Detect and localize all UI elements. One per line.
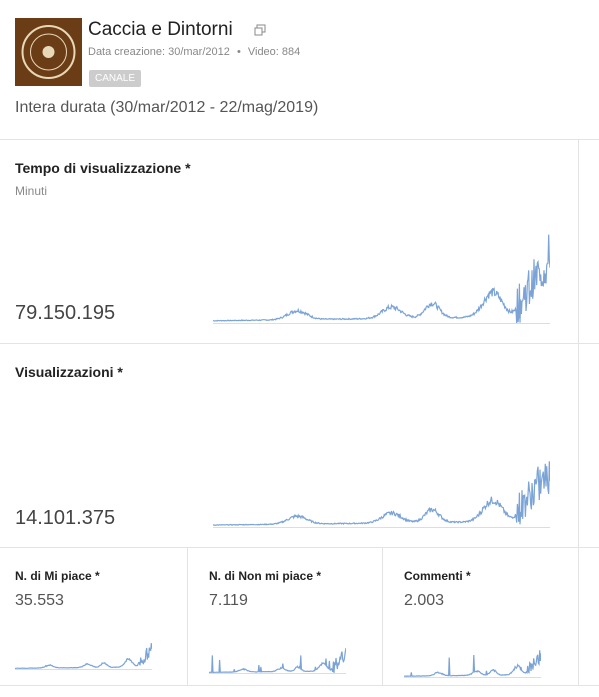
card-title[interactable]: Commenti * [404,569,471,583]
sparkline-path [213,461,550,526]
sparkline [213,461,550,528]
card-value: 35.553 [15,592,64,609]
channel-name[interactable]: Caccia e Dintorni [88,19,233,40]
card-title[interactable]: Tempo di visualizzazione * [15,160,191,176]
created-date: Data creazione: 30/mar/2012 [88,46,230,58]
card-value: 2.003 [404,592,445,609]
sparkline [209,647,346,674]
external-link-icon[interactable] [254,24,266,36]
divider [0,343,599,344]
channel-badge: CANALE [89,70,142,87]
sparkline [213,234,550,324]
sparkline-path [15,643,152,669]
divider [0,139,599,140]
sparkline-path [209,647,346,674]
sparkline [404,650,541,678]
meta: Data creazione: 30/mar/2012 • Video: 884 [88,46,300,58]
video-count: Video: 884 [247,46,301,58]
separator: • [236,46,241,58]
divider [187,547,188,685]
divider [0,547,599,548]
divider [382,547,383,685]
card-value: 7.119 [209,592,248,609]
card-title[interactable]: N. di Non mi piace * [209,569,322,583]
card-title[interactable]: N. di Mi piace * [15,569,100,583]
divider [578,139,579,685]
sparkline [15,643,152,670]
card-unit: Minuti [15,184,48,198]
sparkline-path [404,650,541,677]
channel-logo [15,18,82,86]
card-title[interactable]: Visualizzazioni * [15,364,123,380]
card-value: 79.150.195 [15,302,116,324]
divider [0,685,599,686]
card-value: 14.101.375 [15,507,116,529]
date-range[interactable]: Intera durata (30/mar/2012 - 22/mag/2019… [15,99,319,116]
sparkline-path [213,234,550,324]
